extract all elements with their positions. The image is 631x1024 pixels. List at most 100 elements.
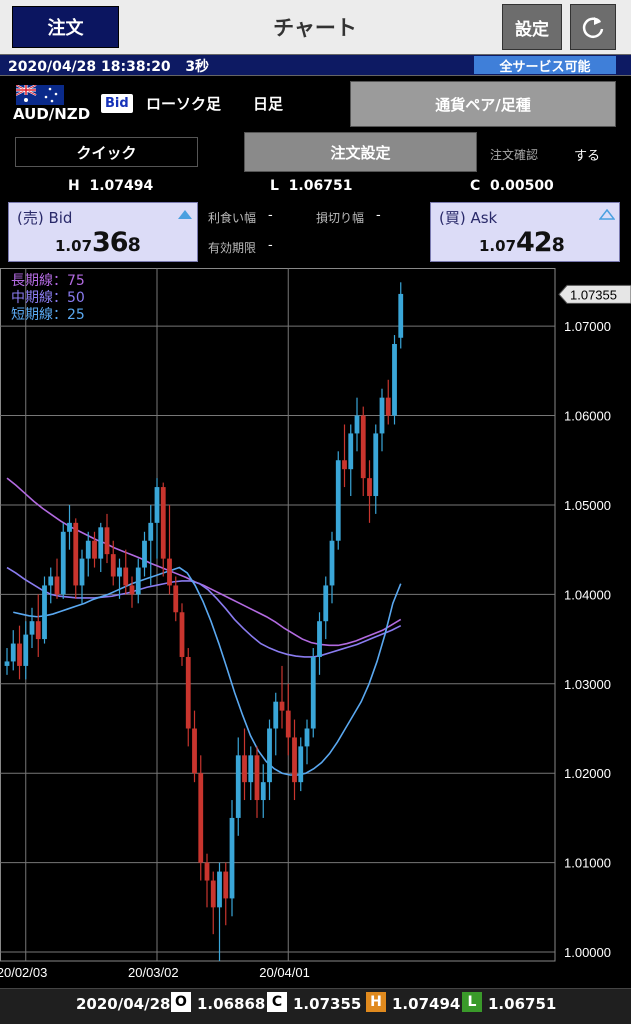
- candle: [260, 764, 266, 818]
- take-profit-value: -: [268, 208, 273, 223]
- high-value: 1.07494: [89, 178, 154, 194]
- candle: [204, 853, 210, 908]
- candle: [67, 504, 72, 550]
- stop-loss-value: -: [376, 208, 381, 223]
- pair-type-button[interactable]: 通貨ペア/足種: [350, 81, 616, 127]
- candle: [217, 862, 222, 961]
- candle: [98, 522, 104, 573]
- candle: [342, 424, 347, 488]
- y-tick-label: 1.03000: [564, 677, 611, 692]
- candle: [60, 522, 66, 599]
- bid-label: (売) Bid: [17, 209, 73, 227]
- close-tag: C: [267, 992, 287, 1012]
- candle: [117, 558, 122, 599]
- ask-label: (買) Ask: [439, 209, 498, 227]
- ask-price-prefix: 1.07: [479, 237, 517, 255]
- legend-ma-short: 短期線：25: [11, 307, 85, 323]
- candle: [248, 746, 254, 801]
- candle: [223, 862, 229, 926]
- x-tick-label: 20/02/03: [0, 965, 47, 980]
- stop-loss-label: 損切り幅: [316, 211, 365, 225]
- candle: [142, 531, 147, 577]
- service-status-badge: 全サービス可能: [474, 56, 616, 75]
- period-label: 日足: [253, 95, 284, 113]
- current-price-tag: 1.07355: [558, 284, 631, 304]
- candle: [160, 482, 166, 577]
- candle: [292, 719, 297, 801]
- candle: [354, 397, 360, 452]
- ma-mid-line: [6, 566, 402, 658]
- y-tick-label: 1.04000: [564, 587, 611, 602]
- ma-long-line: [6, 477, 402, 647]
- ask-price: 1.07428: [479, 227, 565, 258]
- candle: [54, 558, 60, 599]
- low-tag: L: [462, 992, 482, 1012]
- legend-ma-long: 長期線：75: [11, 273, 85, 289]
- candle: [148, 504, 154, 586]
- candle: [235, 737, 241, 836]
- candle: [92, 531, 97, 568]
- expiry-value: -: [268, 238, 273, 253]
- candle: [373, 424, 379, 514]
- x-tick-label: 20/04/01: [259, 965, 310, 980]
- y-tick-label: 1.07000: [564, 319, 611, 334]
- ohlc-bar: [0, 988, 631, 1024]
- candle: [129, 576, 135, 608]
- bid-price-prefix: 1.07: [55, 237, 93, 255]
- candle: [29, 607, 35, 649]
- candle: [192, 710, 197, 783]
- low-summary: L 1.06751: [270, 178, 352, 194]
- candle: [23, 621, 29, 680]
- settings-button[interactable]: 設定: [502, 4, 562, 50]
- candle: [360, 406, 366, 497]
- y-tick-label: 1.05000: [564, 498, 611, 513]
- candle: [348, 424, 354, 497]
- ask-quote-button[interactable]: (買) Ask 1.07428: [430, 202, 620, 262]
- order-button[interactable]: 注文: [12, 6, 119, 48]
- candle: [392, 335, 397, 425]
- candle: [254, 746, 260, 818]
- candle: [273, 692, 279, 756]
- candle: [154, 478, 160, 559]
- candle: [85, 531, 91, 577]
- high-tag: H: [366, 992, 386, 1012]
- y-tick-label: 1.06000: [564, 409, 611, 424]
- bid-price-suffix: 8: [127, 234, 141, 256]
- status-datetime: 2020/04/28 18:38:20: [8, 59, 171, 75]
- candle: [17, 625, 22, 680]
- candle: [198, 755, 204, 881]
- candle: [135, 558, 141, 604]
- ask-price-big: 42: [516, 227, 553, 258]
- ma-short-line: [13, 566, 402, 776]
- order-settings-button[interactable]: 注文設定: [244, 132, 477, 172]
- change-summary: C 0.00500: [470, 178, 554, 194]
- bid-quote-button[interactable]: (売) Bid 1.07368: [8, 202, 198, 262]
- page-title: チャート: [273, 16, 357, 40]
- low-label: L: [270, 178, 279, 194]
- price-chart[interactable]: 1.07000 1.06000 1.05000 1.04000 1.03000 1.020…: [0, 268, 631, 988]
- price-type-tag: Bid: [101, 94, 133, 113]
- refresh-button[interactable]: [570, 4, 616, 50]
- candle: [367, 460, 372, 523]
- take-profit-label: 利食い幅: [208, 211, 257, 225]
- x-tick-label: 20/03/02: [128, 965, 179, 980]
- quick-order-button[interactable]: クイック: [15, 137, 198, 167]
- ask-price-suffix: 8: [551, 234, 565, 256]
- legend-ma-mid: 中期線：50: [11, 290, 85, 306]
- y-tick-label: 1.00000: [564, 945, 611, 960]
- candle: [298, 737, 304, 792]
- candle: [279, 665, 285, 729]
- candle: [242, 728, 247, 801]
- candle: [79, 549, 85, 604]
- ohlc-high-value: 1.07494: [392, 995, 461, 1013]
- candle: [42, 576, 47, 644]
- candle: [210, 871, 216, 935]
- candle: [398, 282, 404, 349]
- open-value: 1.06868: [197, 995, 266, 1013]
- candle: [110, 540, 116, 586]
- up-triangle-outline-icon: [599, 209, 615, 220]
- high-summary: H 1.07494: [68, 178, 153, 194]
- open-tag: O: [171, 992, 191, 1012]
- candle: [123, 549, 129, 595]
- order-confirm-toggle[interactable]: する: [574, 149, 601, 164]
